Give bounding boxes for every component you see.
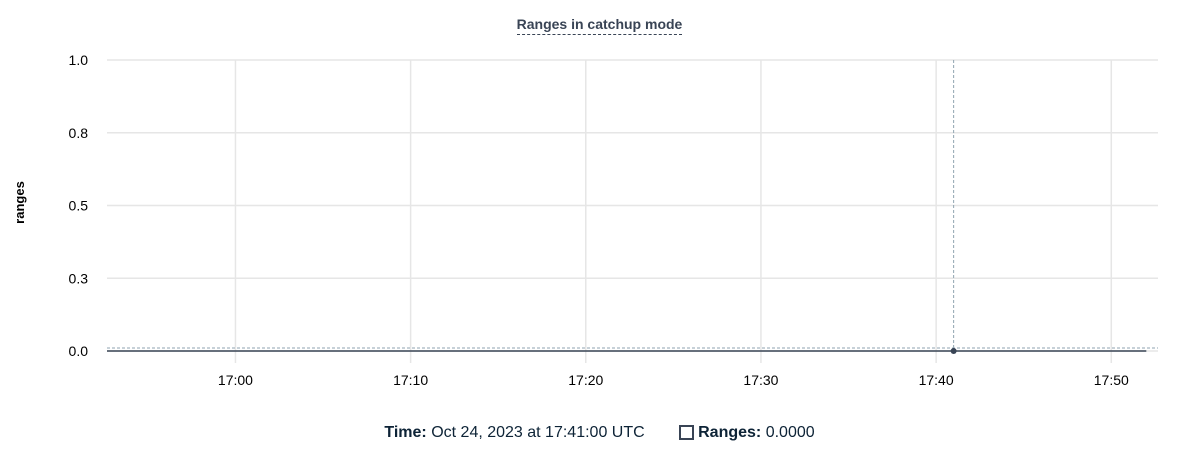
legend: Time: Oct 24, 2023 at 17:41:00 UTC Range… [0, 424, 1199, 442]
time-label: Time: [384, 424, 427, 441]
series-label: Ranges: [698, 424, 762, 441]
y-tick-label: 0.5 [69, 198, 89, 214]
y-tick-label: 0.8 [69, 125, 89, 141]
x-tick-label: 17:00 [218, 372, 253, 388]
y-tick-label: 1.0 [69, 52, 89, 68]
hover-point [950, 348, 957, 354]
x-tick-label: 17:10 [393, 372, 428, 388]
series-toggle-checkbox[interactable] [679, 425, 695, 440]
x-tick-label: 17:50 [1094, 372, 1129, 388]
chart-title-text[interactable]: Ranges in catchup mode [516, 16, 683, 35]
x-tick-label: 17:40 [919, 372, 954, 388]
y-tick-label: 0.3 [69, 270, 89, 286]
x-tick-label: 17:20 [568, 372, 603, 388]
chart-title: Ranges in catchup mode [0, 16, 1199, 35]
y-tick-label: 0.0 [69, 343, 89, 359]
time-value: Oct 24, 2023 at 17:41:00 UTC [431, 424, 645, 441]
x-tick-label: 17:30 [743, 372, 778, 388]
series-value: 0.0000 [765, 424, 815, 441]
